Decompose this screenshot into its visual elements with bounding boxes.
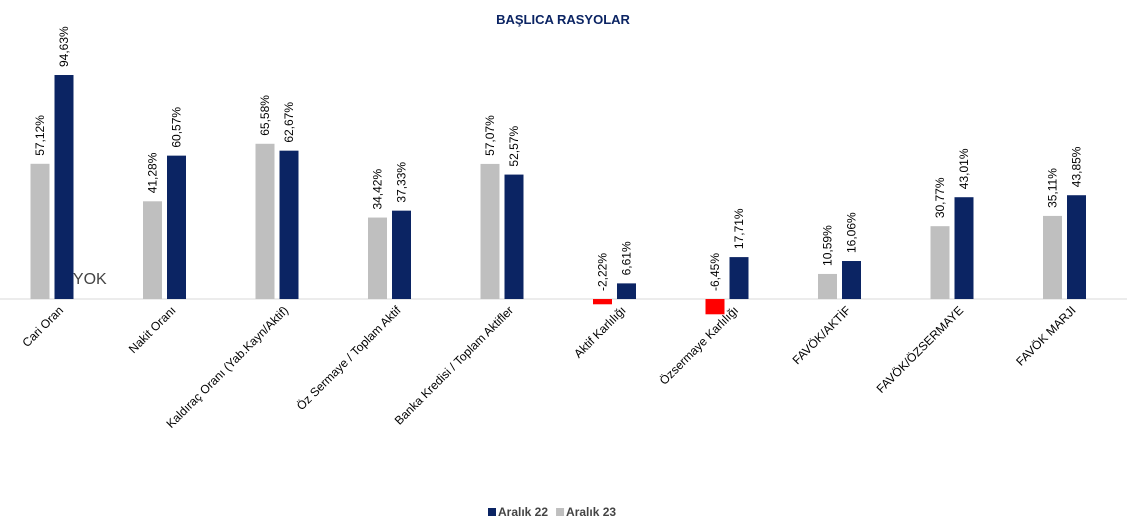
legend-swatch [556,508,565,516]
legend-swatch [488,508,496,516]
data-label: 41,28% [146,152,160,193]
bar [954,197,974,300]
bar [930,226,950,300]
x-tick-label: Nakit Oranı [126,303,179,356]
data-label: 57,07% [483,115,497,156]
data-label: 60,57% [170,107,184,148]
data-label: 16,06% [845,212,859,253]
bar [368,217,387,300]
bar [504,174,524,300]
data-label: 34,42% [371,169,385,210]
x-tick-label: Kaldıraç Oranı (Yab.Kayn/Aktif) [163,303,291,431]
x-tick-label: Banka Kredisi / Toplam Aktifler [392,303,516,427]
bar [54,75,74,300]
bar [705,299,725,315]
data-label: -2,22% [596,253,610,291]
bar [480,163,500,300]
data-label: 57,12% [33,115,47,156]
data-label: 35,11% [1046,168,1060,208]
x-tick-label: FAVÖK/ÖZSERMAYE [874,303,967,396]
bar [818,273,837,300]
bar [1043,215,1062,300]
data-label: 30,77% [933,177,947,218]
x-tick-label: Aktif Karlılığı [571,303,629,361]
x-tick-label: FAVÖK MARJI [1013,303,1078,368]
annotation: #YOK [64,271,107,288]
legend: Aralık 22 Aralık 23 [488,505,616,519]
bar [392,210,411,300]
x-tick-label: Cari Oran [19,303,66,350]
data-label: 10,59% [821,225,835,266]
bar [255,143,275,300]
bar [842,261,861,300]
bar [1067,195,1086,300]
bar [143,201,162,300]
bar [617,283,636,300]
data-label: 43,01% [957,148,971,189]
data-label: -6,45% [708,253,722,291]
x-tick-label: Özsermaye Karlılığı [657,303,741,387]
bar [593,299,612,305]
data-label: 52,57% [507,126,521,167]
data-label: 37,33% [395,162,409,203]
data-label: 62,67% [282,102,296,143]
legend-label: Aralık 23 [566,505,616,519]
data-label: 17,71% [732,208,746,249]
data-label: 43,85% [1070,146,1084,187]
data-label: 6,61% [620,241,634,275]
chart-title: BAŞLICA RASYOLAR [496,12,630,27]
bar [279,150,299,300]
bar [167,155,186,300]
legend-label: Aralık 22 [498,505,548,519]
x-tick-label: Öz Sermaye / Toplam Aktif [294,303,404,413]
x-tick-label: FAVÖK/AKTİF [790,303,854,367]
data-label: 94,63% [57,26,71,67]
bar [729,257,749,300]
data-label: 65,58% [258,95,272,136]
bar [30,163,50,300]
